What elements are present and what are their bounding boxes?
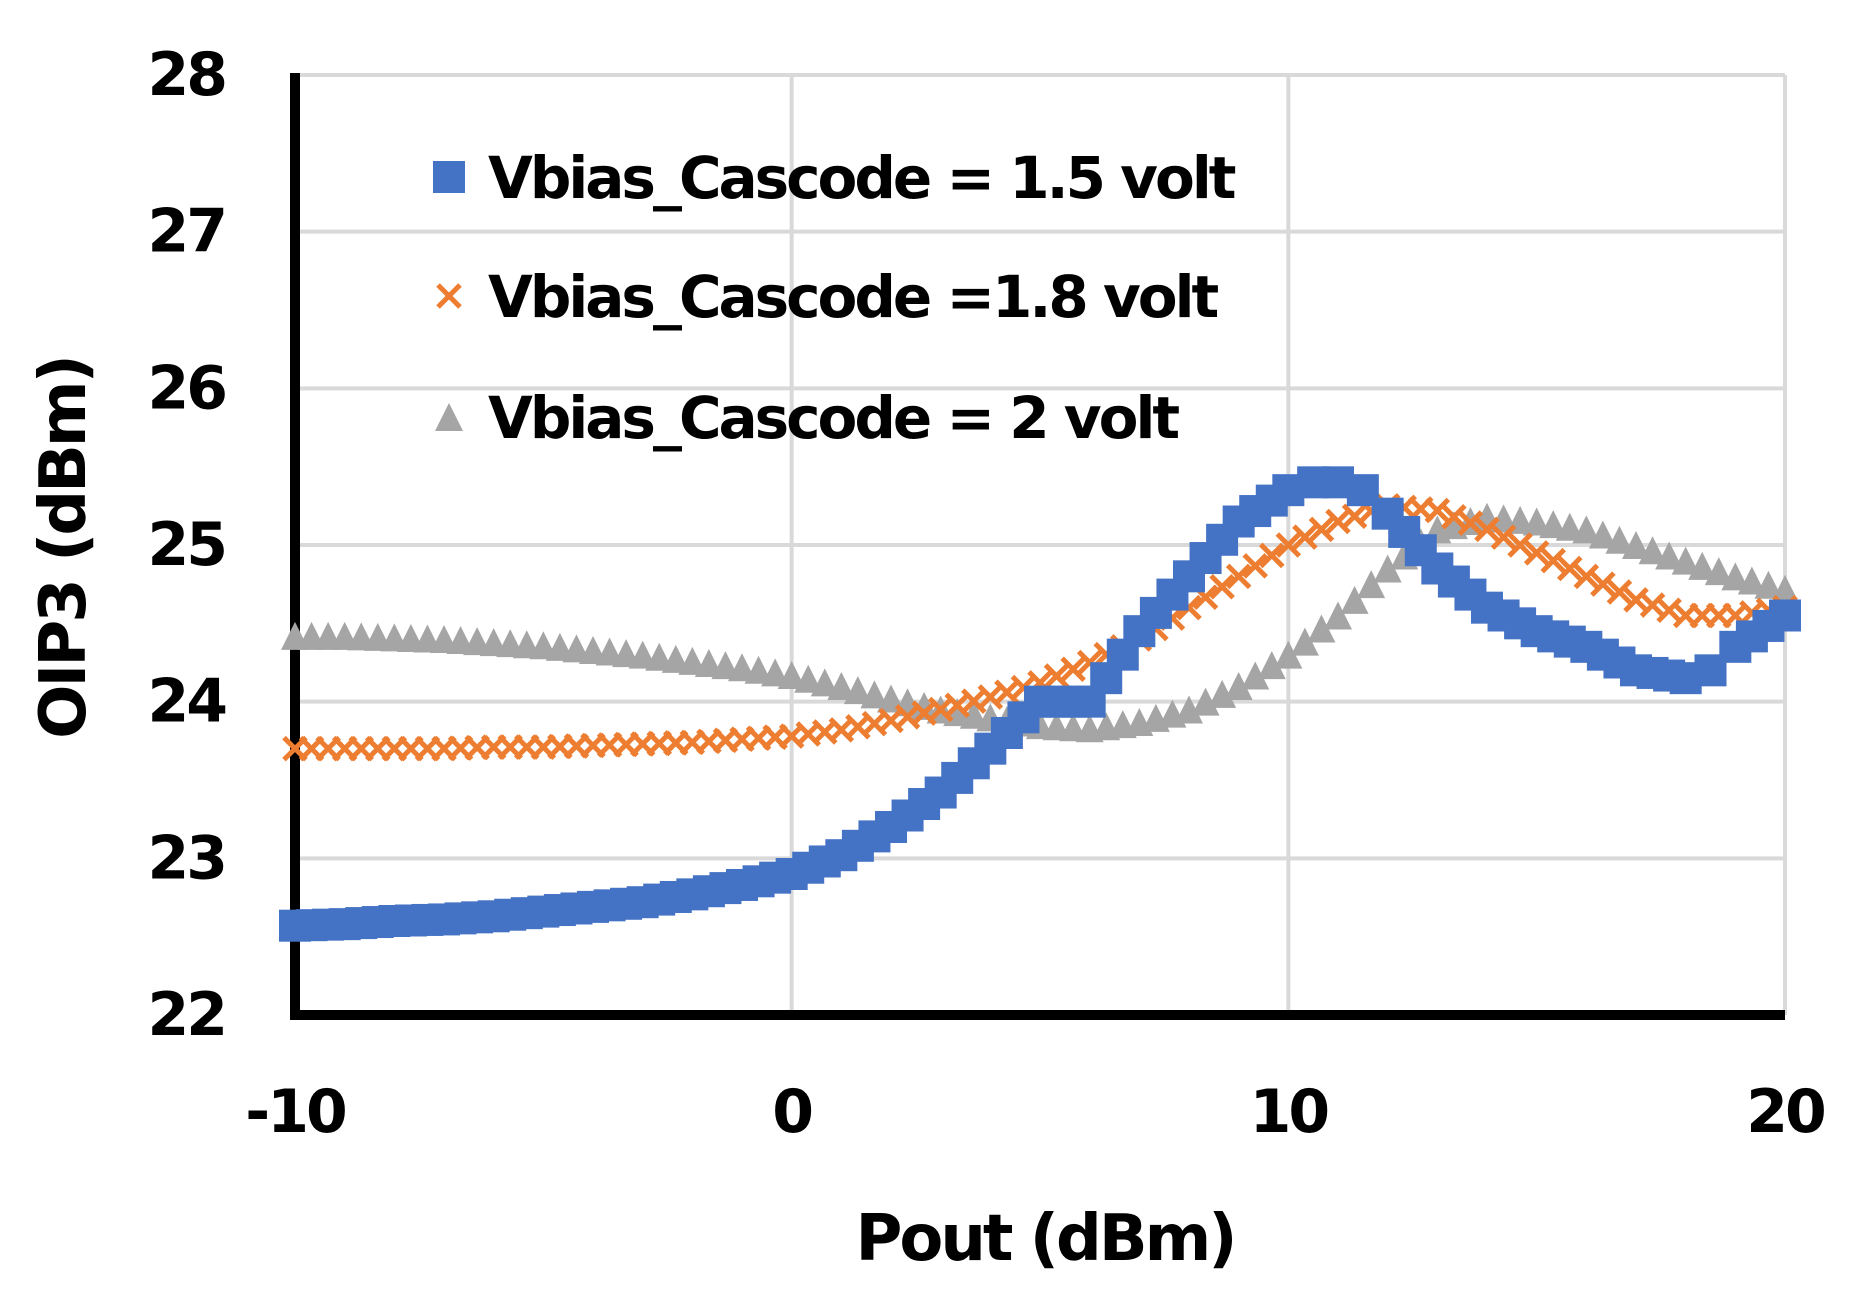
data-point [959,700,988,729]
data-point [744,655,773,684]
data-point [678,646,707,675]
data-point [1241,661,1270,690]
data-point [1771,574,1799,603]
y-tick-label: 28 [148,40,226,110]
y-tick-label: 26 [148,353,226,423]
x-axis-title: Pout (dBm) [855,1202,1234,1276]
data-point [860,680,889,709]
data-point [728,653,756,682]
data-point [1307,614,1336,643]
axes [290,73,1785,1020]
data-point [1274,640,1303,669]
data-point [1737,566,1766,595]
data-point [1557,555,1583,582]
data-point [1373,554,1402,583]
data-point [1588,520,1617,549]
data-series [279,466,1801,942]
y-tick-label: 25 [148,510,226,580]
data-point [1308,516,1335,543]
x-tick-label: 0 [772,1077,811,1147]
data-point [1441,504,1467,530]
data-point [1523,540,1550,566]
data-point [1769,599,1801,632]
y-tick-label: 24 [148,667,226,737]
data-point [645,642,674,671]
data-point [1242,553,1268,579]
data-point [1539,510,1568,539]
data-point [1208,679,1237,708]
data-point [694,649,723,678]
data-point [1490,524,1517,550]
data-point [711,651,740,680]
legend: Vbias_Cascode = 1.5 volt Vbias_Cascode =1… [433,144,1239,452]
data-point [661,644,690,673]
data-point [1224,672,1253,700]
data-point [810,668,839,697]
y-axis-title: OIP3 (dBm) [27,357,101,739]
x-tick-label: 10 [1250,1077,1328,1147]
data-point [1257,651,1286,680]
data-point [777,661,806,690]
data-point [910,691,939,720]
data-point [1324,601,1352,630]
x-tick-label: -10 [245,1077,345,1147]
data-point [1043,663,1070,689]
data-point [1357,570,1386,599]
data-point [1292,524,1318,550]
data-point [1259,542,1285,569]
data-point [827,672,856,700]
data-point [1606,579,1633,605]
data-point [1555,512,1584,541]
legend-marker [433,161,465,193]
data-point [1474,516,1500,543]
series-square [279,466,1801,942]
data-point [1457,510,1484,536]
data-point [1275,532,1302,558]
data-point [1704,557,1733,586]
data-point [1540,547,1566,574]
data-point [1590,571,1616,597]
data-point [1622,531,1650,559]
y-tick-label: 22 [148,980,226,1050]
data-point [1605,525,1634,554]
legend-marker [435,403,463,431]
data-point [1507,532,1533,558]
tick-labels: 22 23 24 25 26 27 28 -10 0 10 20 [148,40,1827,1147]
x-tick-label: 20 [1746,1077,1824,1147]
data-point [1721,562,1750,591]
legend-item: Vbias_Cascode = 2 volt [435,384,1182,452]
data-point [1572,515,1601,544]
data-point [1688,551,1717,580]
data-point [1424,497,1451,524]
data-point [1522,507,1551,536]
data-point [628,640,657,669]
data-point [1290,627,1319,656]
data-point [1573,563,1600,590]
data-point [1671,546,1700,575]
data-point [1340,585,1369,614]
data-point [1209,574,1235,600]
legend-label: Vbias_Cascode =1.8 volt [488,263,1219,331]
y-tick-label: 27 [148,197,226,267]
data-point [794,664,823,693]
data-point [1638,536,1667,565]
data-point [1655,541,1684,570]
data-point [1225,563,1252,590]
data-point [1191,687,1220,716]
legend-marker [436,283,462,309]
data-point [1175,695,1203,724]
data-point [761,658,790,687]
legend-label: Vbias_Cascode = 1.5 volt [488,144,1236,212]
legend-item: Vbias_Cascode =1.8 volt [436,263,1222,331]
legend-item: Vbias_Cascode = 1.5 volt [433,144,1239,212]
data-point [1060,656,1086,683]
data-point [1754,570,1783,599]
legend-label: Vbias_Cascode = 2 volt [488,384,1179,452]
data-point [843,676,872,705]
y-tick-label: 23 [148,823,226,893]
